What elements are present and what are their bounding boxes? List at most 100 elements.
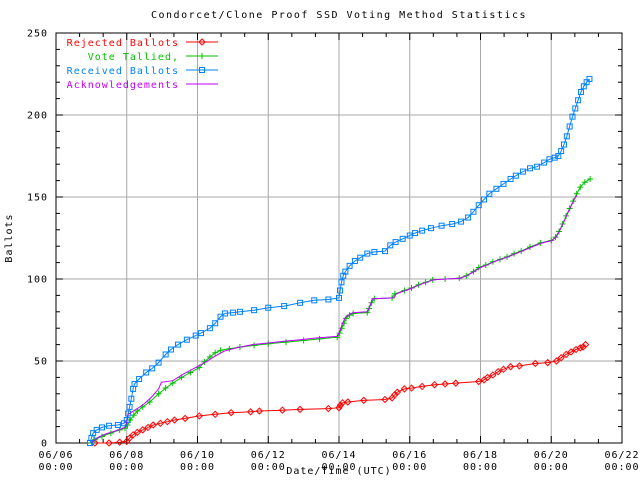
legend-label: Received Ballots xyxy=(67,66,179,77)
plus-marker xyxy=(155,390,162,397)
series-rejected-ballots xyxy=(91,340,590,447)
square-marker xyxy=(346,262,353,269)
square-marker xyxy=(175,341,182,348)
diamond-marker xyxy=(278,406,287,414)
square-marker xyxy=(342,268,349,275)
legend-entry-2: Vote Tallied, xyxy=(88,52,218,63)
square-marker xyxy=(519,168,526,175)
diamond-marker xyxy=(567,348,575,356)
x-tick-label: 06/16 xyxy=(392,450,427,461)
diamond-marker xyxy=(149,421,157,429)
square-marker xyxy=(566,123,573,130)
square-marker xyxy=(128,395,135,402)
square-marker xyxy=(577,89,584,96)
square-marker xyxy=(143,369,150,376)
y-tick-label: 50 xyxy=(34,357,48,368)
x-tick-sublabel: 00:00 xyxy=(604,462,639,473)
square-marker xyxy=(572,105,579,112)
x-tick-sublabel: 00:00 xyxy=(463,462,498,473)
x-tick-label: 06/06 xyxy=(38,450,73,461)
square-marker xyxy=(500,180,507,187)
diamond-marker xyxy=(489,371,497,379)
diamond-marker xyxy=(246,408,255,416)
diamond-marker xyxy=(324,404,333,413)
square-marker xyxy=(336,294,342,301)
x-tick-label: 06/14 xyxy=(321,450,356,461)
x-tick-label: 06/20 xyxy=(534,450,569,461)
diamond-marker xyxy=(195,412,203,420)
y-tick-label: 250 xyxy=(27,29,48,40)
x-tick-sublabel: 00:00 xyxy=(534,462,569,473)
series-line-acknowledgements xyxy=(91,195,578,444)
square-marker xyxy=(199,67,205,73)
square-marker xyxy=(162,351,169,358)
x-tick-label: 06/18 xyxy=(463,450,498,461)
x-tick-label: 06/12 xyxy=(251,450,286,461)
diamond-marker xyxy=(499,365,508,373)
square-marker xyxy=(236,308,243,315)
square-marker xyxy=(217,313,224,320)
axis-tick-labels: 06/0600:0006/0800:0006/1000:0006/1200:00… xyxy=(27,29,639,474)
diamond-marker xyxy=(211,410,219,419)
square-marker xyxy=(155,359,162,366)
square-marker xyxy=(126,403,133,410)
diamond-marker xyxy=(138,426,147,434)
plus-marker xyxy=(587,175,594,182)
square-marker xyxy=(265,304,272,311)
x-tick-sublabel: 00:00 xyxy=(392,462,427,473)
plus-marker xyxy=(251,342,258,349)
chart-title: Condorcet/Clone Proof SSD Voting Method … xyxy=(151,10,527,21)
plus-marker xyxy=(217,347,224,354)
diamond-marker xyxy=(506,363,515,371)
square-marker xyxy=(136,376,143,383)
diamond-marker xyxy=(133,428,142,437)
plus-marker xyxy=(316,335,323,342)
square-marker xyxy=(106,422,113,429)
diamond-marker xyxy=(576,344,584,352)
y-tick-label: 100 xyxy=(27,275,48,286)
square-marker xyxy=(512,172,519,179)
diamond-marker xyxy=(255,407,264,415)
series-acknowledgements xyxy=(91,195,578,444)
square-marker xyxy=(251,307,258,314)
square-marker xyxy=(427,225,434,232)
diamond-marker xyxy=(296,405,304,414)
square-marker xyxy=(149,365,156,372)
square-marker xyxy=(338,279,345,286)
diamond-marker xyxy=(407,384,416,392)
square-marker xyxy=(586,75,593,82)
legend-label: Rejected Ballots xyxy=(67,38,179,49)
diamond-marker xyxy=(381,395,389,404)
plus-marker xyxy=(300,337,307,344)
diamond-marker xyxy=(115,438,124,446)
square-marker xyxy=(534,163,541,170)
plus-marker xyxy=(346,312,353,319)
square-marker xyxy=(297,299,304,306)
square-marker xyxy=(399,235,406,242)
square-marker xyxy=(551,154,558,161)
square-marker xyxy=(465,214,472,221)
y-axis-label: Ballots xyxy=(4,213,15,262)
square-marker xyxy=(206,325,213,332)
diamond-marker xyxy=(418,382,426,391)
square-marker xyxy=(371,248,378,255)
legend-entry-1: Rejected Ballots xyxy=(67,38,218,49)
square-marker xyxy=(569,113,576,120)
diamond-marker xyxy=(170,416,179,424)
diamond-marker xyxy=(163,417,172,426)
square-marker xyxy=(470,208,477,215)
square-marker xyxy=(560,141,567,148)
diamond-marker xyxy=(198,38,206,46)
plus-marker xyxy=(146,399,153,405)
plus-marker xyxy=(581,179,588,186)
diamond-marker xyxy=(105,439,113,447)
series-received-ballots xyxy=(86,75,593,446)
y-tick-label: 150 xyxy=(27,193,48,204)
square-marker xyxy=(419,227,426,234)
legend-entry-3: Received Ballots xyxy=(67,66,218,77)
diamond-marker xyxy=(452,379,460,387)
square-marker xyxy=(351,257,358,264)
square-marker xyxy=(167,346,174,353)
square-marker xyxy=(458,218,465,225)
